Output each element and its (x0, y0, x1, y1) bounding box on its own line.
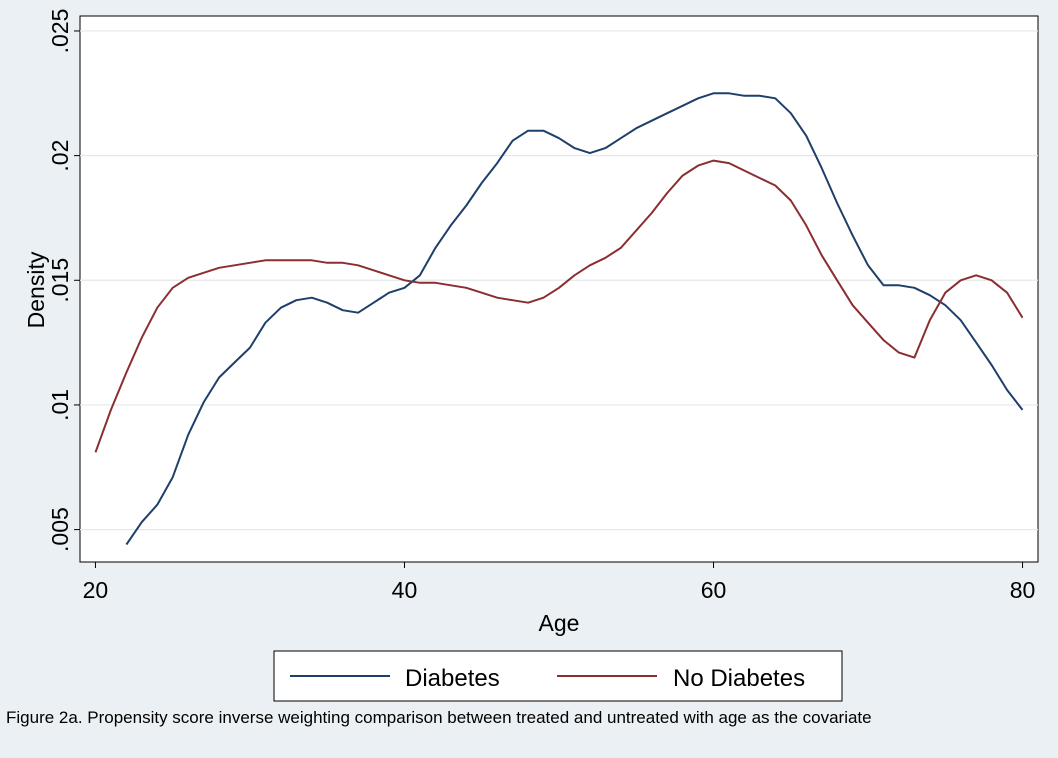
y-tick-label: .015 (47, 258, 73, 303)
series-line-diabetes (125, 92, 1024, 546)
series-line-no-diabetes (94, 159, 1024, 453)
plot-area (79, 15, 1039, 563)
x-tick-label: 20 (83, 577, 109, 603)
y-tick-label: .02 (47, 140, 73, 172)
axes: .005 .01 .015 .02 .025 20 40 60 80 (47, 9, 1035, 603)
legend-label-diabetes: Diabetes (405, 665, 500, 692)
y-tick-label: .025 (47, 9, 73, 54)
x-tick-label: 80 (1010, 577, 1036, 603)
legend-label-no-diabetes: No Diabetes (673, 665, 805, 692)
grid-lines (80, 30, 1038, 531)
x-tick-label: 60 (701, 577, 727, 603)
x-axis-label: Age (539, 610, 580, 636)
y-tick-label: .01 (47, 389, 73, 421)
y-tick-label: .005 (47, 507, 73, 552)
x-tick-label: 40 (392, 577, 418, 603)
series-lines (94, 92, 1024, 546)
legend: Diabetes No Diabetes (273, 650, 843, 702)
y-axis-label: Density (23, 251, 49, 328)
figure-caption: Figure 2a. Propensity score inverse weig… (6, 708, 872, 727)
